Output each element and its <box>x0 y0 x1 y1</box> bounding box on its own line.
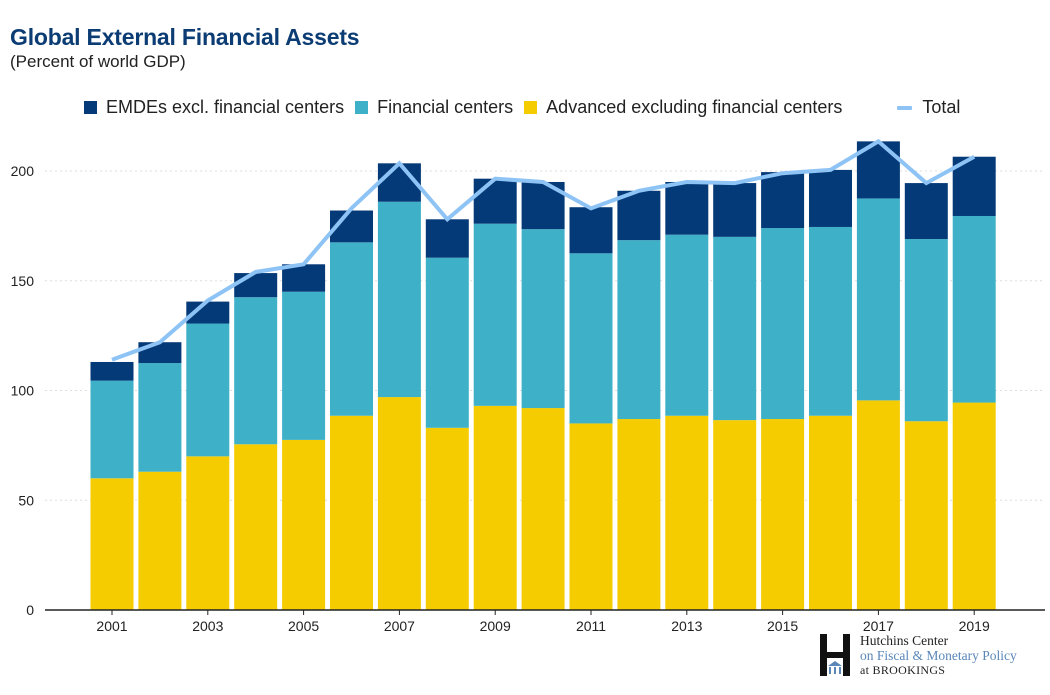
bar-segment <box>425 427 469 610</box>
y-tick-label: 0 <box>26 602 34 618</box>
bar-segment <box>665 415 709 610</box>
legend-label-financial-centers: Financial centers <box>377 97 514 117</box>
bar-segment <box>617 240 661 420</box>
bar-segment <box>138 363 182 472</box>
logo-line-3: at BROOKINGS <box>860 663 946 677</box>
x-axis: 2001 2003 2005 2007 2009 2011 2013 2015 2017 2019 <box>45 609 1045 634</box>
bar-segment <box>809 169 852 227</box>
x-tick-label: 2007 <box>384 618 415 634</box>
bar-segment <box>186 301 230 324</box>
bar-segment <box>809 415 852 610</box>
x-tick-label: 2019 <box>959 618 990 634</box>
hutchins-h-icon <box>820 634 850 676</box>
bar-segment <box>234 297 278 445</box>
total-line-layer <box>111 138 976 362</box>
legend-label-advanced: Advanced excluding financial centers <box>546 97 843 117</box>
x-tick-label: 2005 <box>288 618 319 634</box>
bar-segment <box>90 361 134 381</box>
bar-segment <box>377 397 421 610</box>
bar-segment <box>186 456 230 610</box>
bar-segment <box>713 183 757 237</box>
x-tick-label: 2015 <box>767 618 798 634</box>
bar-segment <box>473 223 517 406</box>
bar-segment <box>569 207 613 254</box>
bar-segment <box>809 226 852 416</box>
x-tick-label: 2011 <box>576 618 606 634</box>
chart-legend: EMDEs excl. financial centers Financial … <box>84 97 960 118</box>
legend-swatch-emdes <box>84 101 97 114</box>
bar-segment <box>521 229 565 409</box>
bar-segment <box>761 172 805 229</box>
bar-segment <box>665 234 709 416</box>
legend-item-financial-centers: Financial centers <box>355 97 513 118</box>
bar-segment <box>377 201 421 398</box>
x-tick-label: 2009 <box>480 618 511 634</box>
logo-line-1: Hutchins Center <box>860 633 949 648</box>
bar-segment <box>473 178 517 224</box>
y-tick-label: 100 <box>11 383 35 399</box>
bar-segment <box>904 421 948 610</box>
bar-segment <box>138 342 182 364</box>
y-tick-label: 200 <box>11 163 35 179</box>
bar-segment <box>904 183 948 240</box>
legend-item-total: Total <box>897 97 960 118</box>
bars <box>90 141 996 610</box>
bar-segment <box>234 273 278 298</box>
logo-line-2: on Fiscal & Monetary Policy <box>860 648 1017 663</box>
legend-label-total: Total <box>922 97 961 117</box>
legend-item-emdes: EMDEs excl. financial centers <box>84 97 344 118</box>
bar-segment <box>330 242 373 416</box>
legend-label-emdes: EMDEs excl. financial centers <box>106 97 345 117</box>
bar-segment <box>952 402 996 610</box>
y-axis-ticks: 0 50 100 150 200 <box>11 163 35 618</box>
bar-segment <box>856 198 900 401</box>
legend-swatch-financial-centers <box>355 101 369 114</box>
bar-segment <box>282 439 326 610</box>
y-tick-label: 150 <box>11 273 35 289</box>
bar-segment <box>617 419 661 610</box>
bar-segment <box>952 216 996 403</box>
chart-subtitle: (Percent of world GDP) <box>10 52 186 71</box>
bar-segment <box>904 239 948 422</box>
bar-segment <box>90 380 134 479</box>
hutchins-logo: Hutchins Center on Fiscal & Monetary Pol… <box>818 633 1017 678</box>
bar-segment <box>234 444 278 610</box>
legend-item-advanced: Advanced excluding financial centers <box>524 97 842 118</box>
bar-segment <box>425 257 469 428</box>
x-tick-label: 2003 <box>192 618 223 634</box>
legend-swatch-total <box>897 105 913 110</box>
logo-text: Hutchins Center on Fiscal & Monetary Pol… <box>860 633 1017 678</box>
x-tick-label: 2001 <box>96 618 127 634</box>
bar-segment <box>473 405 517 610</box>
bar-segment <box>282 264 326 292</box>
x-tick-label: 2013 <box>671 618 702 634</box>
bar-segment <box>713 236 757 421</box>
bar-segment <box>330 415 373 610</box>
bar-segment <box>713 420 757 610</box>
x-tick-label: 2017 <box>863 618 894 634</box>
bar-segment <box>761 419 805 610</box>
bar-segment <box>138 471 182 610</box>
bar-segment <box>425 219 469 258</box>
bar-segment <box>856 400 900 610</box>
bar-segment <box>617 190 661 241</box>
bar-segment <box>569 423 613 610</box>
bar-segment <box>186 323 230 457</box>
bar-segment <box>282 291 326 440</box>
y-tick-label: 50 <box>18 492 34 508</box>
bar-segment <box>761 228 805 420</box>
bar-segment <box>521 408 565 610</box>
chart-title: Global External Financial Assets <box>10 24 360 50</box>
bar-segment <box>665 181 709 235</box>
legend-swatch-advanced <box>524 101 538 114</box>
bar-segment <box>569 253 613 424</box>
total-line <box>111 138 976 362</box>
bar-segment <box>90 478 134 610</box>
